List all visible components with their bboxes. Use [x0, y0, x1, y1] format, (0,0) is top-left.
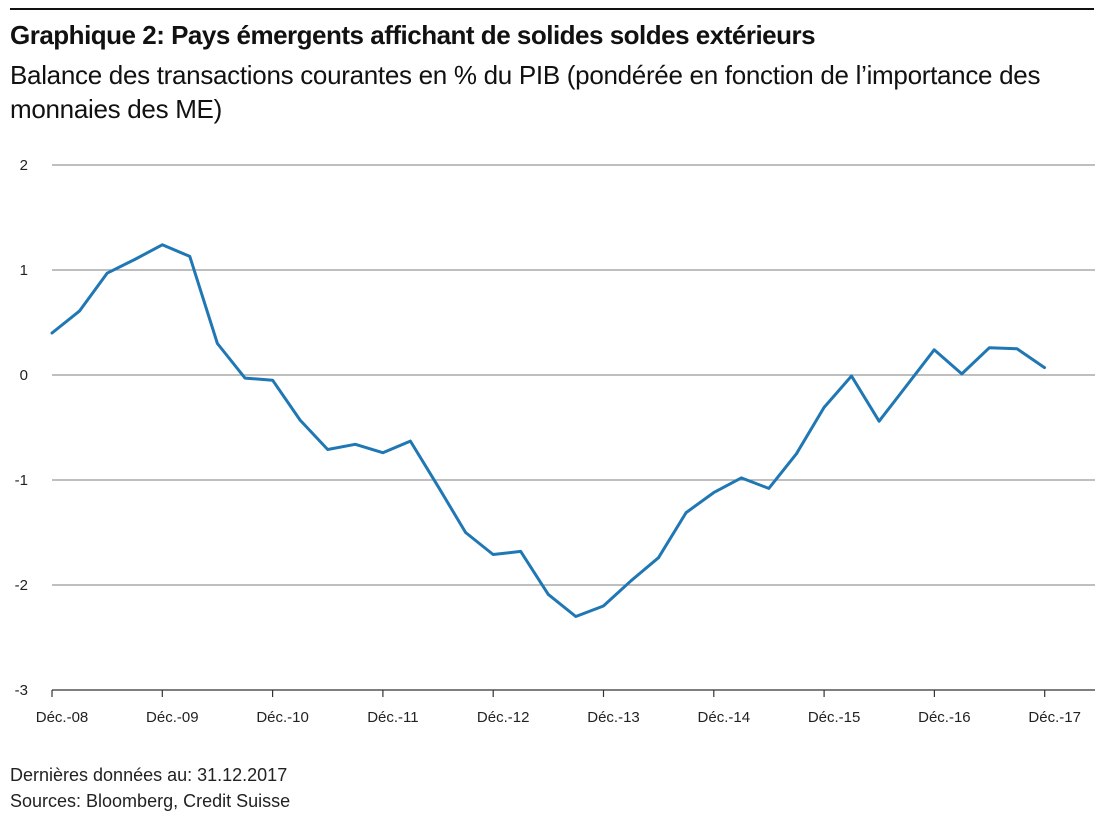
- data-point: [767, 487, 770, 490]
- data-point: [547, 593, 550, 596]
- data-point: [243, 376, 247, 380]
- data-point: [657, 556, 660, 559]
- data-point: [988, 346, 991, 349]
- grid-lines: [52, 164, 1095, 586]
- y-tick-label: -1: [15, 472, 28, 489]
- y-tick-label: 1: [20, 262, 28, 279]
- data-point: [629, 579, 633, 582]
- data-point: [1015, 347, 1019, 350]
- data-point: [216, 342, 219, 345]
- y-tick-label: -2: [15, 577, 28, 594]
- series: [50, 243, 1046, 618]
- x-tick-label: Déc.-16: [918, 709, 971, 726]
- sources-note: Sources: Bloomberg, Credit Suisse: [10, 791, 291, 811]
- data-point: [1043, 366, 1046, 369]
- x-axis: [51, 689, 1095, 697]
- data-point: [712, 491, 715, 494]
- x-tick-label: Déc.-12: [477, 709, 530, 726]
- data-point: [933, 348, 936, 351]
- line-chart: 210-1-2-3 Déc.-08 Déc.-09 Déc.-10 Déc.-11 Dé…: [15, 157, 1095, 726]
- y-tick-labels: 2 1 0 -1 -2 -3: [15, 157, 28, 699]
- x-tick-label: Déc.-08: [36, 709, 89, 726]
- y-tick-label: -3: [15, 682, 28, 699]
- data-point: [850, 374, 853, 378]
- y-tick-label: 2: [20, 157, 28, 174]
- y-tick-label: 0: [20, 367, 28, 384]
- data-point: [464, 531, 467, 534]
- last-data-note: Dernières données au: 31.12.2017: [10, 765, 288, 785]
- x-tick-label: Déc.-15: [808, 709, 861, 726]
- data-point: [436, 485, 440, 488]
- data-point: [602, 604, 605, 608]
- data-point: [133, 258, 136, 261]
- x-tick-label: Déc.-10: [256, 709, 309, 726]
- data-point: [877, 420, 881, 423]
- data-point: [519, 550, 522, 553]
- data-point: [684, 511, 688, 514]
- data-point: [50, 331, 54, 335]
- x-tick-label: Déc.-17: [1028, 709, 1081, 726]
- series-line: [50, 243, 1046, 618]
- data-point: [960, 372, 963, 376]
- data-point: [795, 452, 798, 455]
- data-point: [740, 476, 743, 480]
- data-point: [298, 418, 302, 422]
- chart-subtitle: Balance des transactions courantes en % …: [10, 60, 1041, 124]
- data-point: [78, 309, 81, 313]
- data-point: [409, 439, 412, 443]
- x-tick-label: Déc.-09: [146, 709, 199, 726]
- x-tick-label: Déc.-11: [367, 709, 418, 726]
- data-point: [381, 451, 384, 454]
- data-point: [271, 379, 274, 382]
- x-tick-label: Déc.-14: [698, 709, 751, 726]
- top-rule: [10, 8, 1094, 10]
- data-point: [905, 384, 908, 387]
- x-tick-labels: Déc.-08 Déc.-09 Déc.-10 Déc.-11 Déc.-12 Déc.-…: [36, 709, 1081, 726]
- chart-title: Graphique 2: Pays émergents affichant de…: [10, 20, 816, 50]
- data-point: [354, 443, 357, 446]
- data-point: [188, 255, 191, 258]
- data-point: [491, 553, 495, 556]
- data-point: [326, 448, 329, 451]
- data-point: [822, 406, 826, 409]
- x-tick-label: Déc.-13: [587, 709, 640, 726]
- data-point: [574, 615, 577, 618]
- data-point: [161, 243, 164, 246]
- data-point: [105, 272, 109, 275]
